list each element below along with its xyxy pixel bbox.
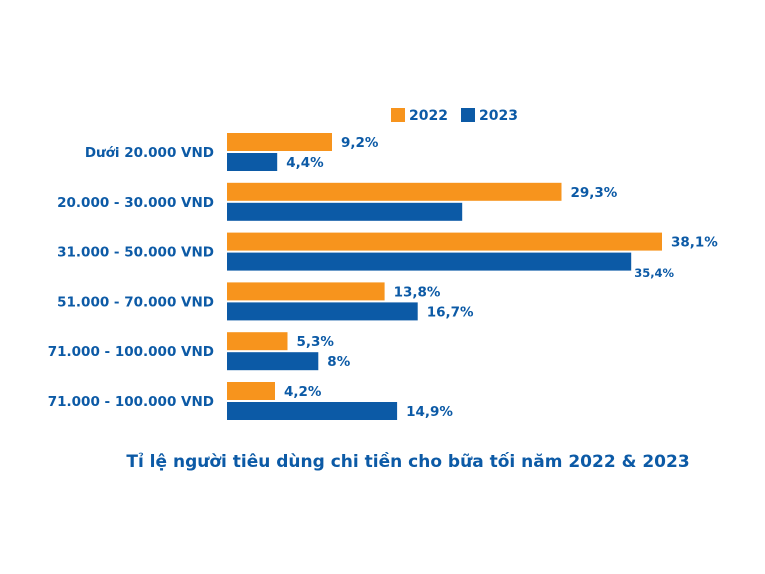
legend-label-2023: 2023 <box>479 108 518 124</box>
bar-2023 <box>227 402 398 420</box>
value-label-2023: 4,4% <box>286 155 324 171</box>
category-label: 20.000 - 30.000 VND <box>57 195 214 211</box>
bar-2023 <box>227 302 418 321</box>
chart-title: Tỉ lệ người tiêu dùng chi tiền cho bữa t… <box>126 451 689 472</box>
legend-swatch-2023 <box>461 108 475 122</box>
bar-2023 <box>227 202 463 221</box>
value-label-2022: 38,1% <box>671 235 718 251</box>
legend-swatch-2022 <box>391 108 405 122</box>
bar-2022 <box>227 182 562 201</box>
legend-label-2022: 2022 <box>409 108 448 124</box>
bar-2023 <box>227 153 278 171</box>
category-label: 71.000 - 100.000 VND <box>48 344 214 360</box>
value-label-2023: 14,9% <box>406 404 453 420</box>
bar-2022 <box>227 232 662 251</box>
bar-2022 <box>227 282 385 301</box>
bars <box>227 133 662 420</box>
bar-2022 <box>227 133 332 151</box>
category-label: 71.000 - 100.000 VND <box>48 394 214 410</box>
category-labels: Dưới 20.000 VND 20.000 - 30.000 VND 31.000… <box>48 145 214 410</box>
value-label-2023: 35,4% <box>634 266 674 280</box>
value-label-2022: 13,8% <box>394 284 441 300</box>
category-label: 51.000 - 70.000 VND <box>57 294 214 310</box>
value-label-2022: 5,3% <box>297 334 335 350</box>
value-label-2022: 9,2% <box>341 135 379 151</box>
value-label-2023: 8% <box>327 354 350 370</box>
value-label-2022: 29,3% <box>571 185 618 201</box>
chart-legend: 2022 2023 <box>391 108 518 124</box>
bar-2023 <box>227 352 319 371</box>
bar-2022 <box>227 382 275 400</box>
bar-2023 <box>227 252 632 271</box>
category-label: 31.000 - 50.000 VND <box>57 245 214 261</box>
value-label-2023: 16,7% <box>427 304 474 320</box>
value-labels: 9,2% 4,4% 29,3% 38,1% 35,4% 13,8% 16,7% 5,3% 8% 4… <box>284 135 718 420</box>
value-label-2022: 4,2% <box>284 384 322 400</box>
bar-2022 <box>227 332 288 351</box>
category-label: Dưới 20.000 VND <box>85 145 214 161</box>
